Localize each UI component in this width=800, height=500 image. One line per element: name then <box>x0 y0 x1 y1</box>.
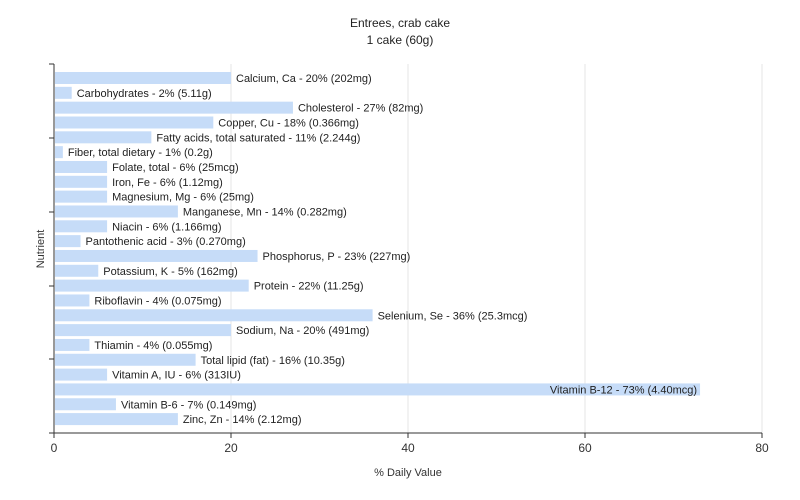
bar <box>55 190 108 203</box>
bar-label: Potassium, K - 5% (162mg) <box>103 266 238 278</box>
bar <box>55 264 99 277</box>
bar-label: Carbohydrates - 2% (5.11g) <box>77 88 212 100</box>
bar <box>55 413 178 426</box>
bar <box>55 383 701 396</box>
bar-label: Vitamin B-12 - 73% (4.40mcg) <box>550 384 697 396</box>
bar <box>55 309 373 322</box>
bar <box>55 279 249 292</box>
bar <box>55 338 90 351</box>
bar-label: Sodium, Na - 20% (491mg) <box>236 325 369 337</box>
x-tick-label: 40 <box>401 441 415 455</box>
x-axis-label: % Daily Value <box>374 467 442 479</box>
bar-label: Calcium, Ca - 20% (202mg) <box>236 73 372 85</box>
x-tick-label: 80 <box>755 441 769 455</box>
bar <box>55 398 116 411</box>
bar <box>55 294 90 307</box>
bar-label: Manganese, Mn - 14% (0.282mg) <box>183 206 347 218</box>
bar-label: Vitamin A, IU - 6% (313IU) <box>112 370 241 382</box>
bar-label: Zinc, Zn - 14% (2.12mg) <box>183 414 302 426</box>
x-tick-label: 20 <box>224 441 238 455</box>
bar-label: Thiamin - 4% (0.055mg) <box>94 340 212 352</box>
bar <box>55 205 178 218</box>
bar-label: Copper, Cu - 18% (0.366mg) <box>218 117 359 129</box>
x-tick-label: 60 <box>578 441 592 455</box>
bar <box>55 249 258 262</box>
bar-label: Fatty acids, total saturated - 11% (2.24… <box>156 132 360 144</box>
bar-label: Niacin - 6% (1.166mg) <box>112 221 221 233</box>
bar <box>55 146 63 159</box>
bar-label: Selenium, Se - 36% (25.3mcg) <box>378 310 528 322</box>
bar-label: Fiber, total dietary - 1% (0.2g) <box>68 147 213 159</box>
bar-label: Magnesium, Mg - 6% (25mg) <box>112 192 254 204</box>
bar-label: Vitamin B-6 - 7% (0.149mg) <box>121 399 257 411</box>
chart-subtitle: 1 cake (60g) <box>366 33 434 47</box>
bar <box>55 72 231 84</box>
bar <box>55 324 231 337</box>
bar <box>55 116 214 129</box>
bar <box>55 220 108 233</box>
bar <box>55 235 81 248</box>
bar <box>55 131 152 144</box>
bar <box>55 353 196 366</box>
bar-label: Protein - 22% (11.25g) <box>254 281 364 293</box>
bar <box>55 86 72 99</box>
bar-label: Pantothenic acid - 3% (0.270mg) <box>86 236 246 248</box>
bar-label: Phosphorus, P - 23% (227mg) <box>263 251 411 263</box>
bar <box>55 175 108 188</box>
bar-label: Riboflavin - 4% (0.075mg) <box>94 295 221 307</box>
bar-label: Total lipid (fat) - 16% (10.35g) <box>201 355 345 367</box>
bar-label: Cholesterol - 27% (82mg) <box>298 103 423 115</box>
bar-label: Folate, total - 6% (25mcg) <box>112 162 239 174</box>
bar <box>55 160 108 173</box>
bar <box>55 101 293 114</box>
y-axis-label: Nutrient <box>35 230 47 269</box>
bar <box>55 368 108 381</box>
chart-title: Entrees, crab cake <box>349 16 451 30</box>
bar-label: Iron, Fe - 6% (1.12mg) <box>112 177 223 189</box>
x-tick-label: 0 <box>51 441 58 455</box>
